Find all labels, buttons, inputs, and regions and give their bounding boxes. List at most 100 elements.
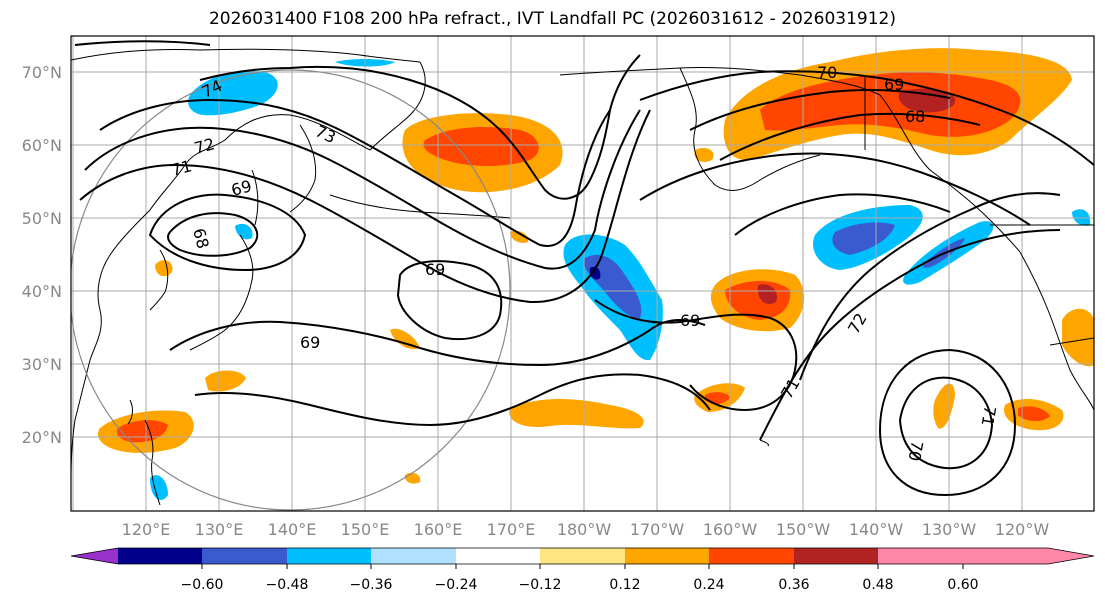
- anomaly-west-pac: [205, 370, 246, 392]
- lon-label: 180°W: [557, 520, 612, 539]
- border-us-mexico: [1049, 337, 1094, 346]
- lat-label: 30°N: [22, 355, 62, 374]
- contour-70-north: [639, 70, 1094, 166]
- map-frame: [70, 35, 1095, 512]
- colorbar-segment: [625, 548, 709, 564]
- colorbar-segment: [118, 548, 202, 564]
- colorbar-tick-label: −0.36: [350, 577, 393, 593]
- contour-label: 69: [425, 260, 445, 279]
- anomaly-small-2: [390, 328, 420, 350]
- contour-69-south-b: [194, 373, 711, 427]
- lon-label: 120°W: [995, 520, 1050, 539]
- contour-70-ring: [898, 376, 994, 470]
- colorbar-tick-label: −0.60: [181, 577, 224, 593]
- colorbar-segment: [371, 548, 456, 564]
- contour-74: [74, 40, 641, 200]
- contour-label: 72: [192, 134, 217, 158]
- anomaly-small-3: [510, 230, 529, 243]
- coast-korea: [149, 249, 169, 311]
- radius-circle: [71, 69, 511, 511]
- map-title: 2026031400 F108 200 hPa refract., IVT La…: [208, 9, 896, 29]
- lon-label: 160°W: [703, 520, 758, 539]
- colorbar-tick-label: −0.12: [519, 577, 562, 593]
- colorbar-segment: [540, 548, 625, 564]
- lon-labels: 120°E 130°E 140°E 150°E 160°E 170°E 180°…: [122, 520, 1050, 539]
- lon-label: 120°E: [122, 520, 171, 539]
- anomaly-central-pacific-max: [589, 266, 601, 280]
- colorbar-segment: [202, 548, 287, 564]
- coastlines: [71, 48, 1094, 506]
- colorbar-segment: [878, 548, 963, 564]
- anomaly-ne-pacific-core: [832, 222, 895, 255]
- contour-label: 68: [905, 107, 925, 126]
- coast-hawaii: [759, 439, 769, 447]
- coast-aleutians: [329, 194, 511, 219]
- contour-71-ring: [878, 348, 1017, 497]
- colorbar-segment: [456, 548, 540, 564]
- colorbar-outline: [70, 547, 1095, 565]
- lon-label: 130°E: [195, 520, 244, 539]
- coast-alaska: [559, 66, 1021, 253]
- coast-philippines: [144, 419, 161, 506]
- anomaly-subtrop-ring: [933, 383, 955, 429]
- colorbar: −0.60 −0.48 −0.36 −0.24 −0.12 0.12 0.24 …: [70, 547, 1095, 593]
- contour-69-south: [169, 319, 706, 367]
- anomaly-alaska-max: [898, 88, 956, 113]
- contour-label: 70: [817, 63, 837, 82]
- colorbar-segment: [794, 548, 878, 564]
- contour-label: 71: [169, 156, 194, 180]
- refractivity-contours: [74, 40, 1094, 497]
- contour-label: 69: [884, 75, 904, 94]
- lon-label: 160°E: [414, 520, 463, 539]
- lon-label: 150°E: [341, 520, 390, 539]
- contour-71-b: [759, 229, 1061, 441]
- contour-ne-1: [639, 152, 1031, 226]
- lon-label: 140°E: [268, 520, 317, 539]
- contour-label: 69: [300, 333, 320, 352]
- lon-label: 130°W: [922, 520, 977, 539]
- anomaly-bering-core: [423, 127, 539, 166]
- lat-label: 40°N: [22, 282, 62, 301]
- contour-label: 69: [229, 176, 254, 200]
- colorbar-tick-label: 0.24: [693, 577, 724, 593]
- lat-labels: 70°N 60°N 50°N 40°N 30°N 20°N: [22, 63, 62, 447]
- contour-label: 69: [680, 311, 700, 330]
- colorbar-tick-label: 0.60: [947, 577, 978, 593]
- coast-japan: [189, 234, 254, 351]
- contour-73: [99, 98, 611, 247]
- coast-west-na: [1019, 251, 1094, 411]
- lat-label: 50°N: [22, 209, 62, 228]
- contour-label: 71: [978, 404, 1000, 427]
- coast-asia: [71, 48, 426, 481]
- colorbar-extend-right: [963, 548, 1094, 564]
- anomaly-small-blue-2: [235, 223, 253, 240]
- contour-71: [79, 109, 651, 304]
- colorbar-segment: [709, 548, 794, 564]
- lat-label: 20°N: [22, 428, 62, 447]
- contour-68-ring: [167, 212, 259, 257]
- colorbar-tick-label: 0.48: [862, 577, 893, 593]
- coast-kamchatka: [289, 124, 317, 213]
- contour-69-alaska: [689, 89, 951, 131]
- shaded-anomalies: [97, 48, 1094, 500]
- colorbar-tick-label: 0.12: [609, 577, 640, 593]
- colorbar-ticks: [201, 564, 964, 569]
- anomaly-small-blue-1: [150, 475, 168, 500]
- anomaly-okhotsk: [188, 70, 278, 116]
- anomaly-east-of-hawaii-max: [757, 284, 777, 305]
- coast-taiwan: [127, 399, 133, 425]
- contour-label: 68: [189, 226, 213, 251]
- contour-68-alaska: [719, 112, 981, 161]
- anomaly-baja: [1062, 308, 1094, 367]
- contour-72a: [84, 109, 641, 270]
- lon-label: 170°W: [630, 520, 685, 539]
- anomaly-small-5: [694, 148, 714, 162]
- lat-label: 70°N: [22, 63, 62, 82]
- colorbar-extend-left: [71, 548, 118, 564]
- contour-69-mid: [396, 260, 503, 341]
- lon-label: 170°E: [487, 520, 536, 539]
- colorbar-segment: [287, 548, 371, 564]
- anomaly-small-1: [155, 260, 173, 277]
- lon-label: 140°W: [849, 520, 904, 539]
